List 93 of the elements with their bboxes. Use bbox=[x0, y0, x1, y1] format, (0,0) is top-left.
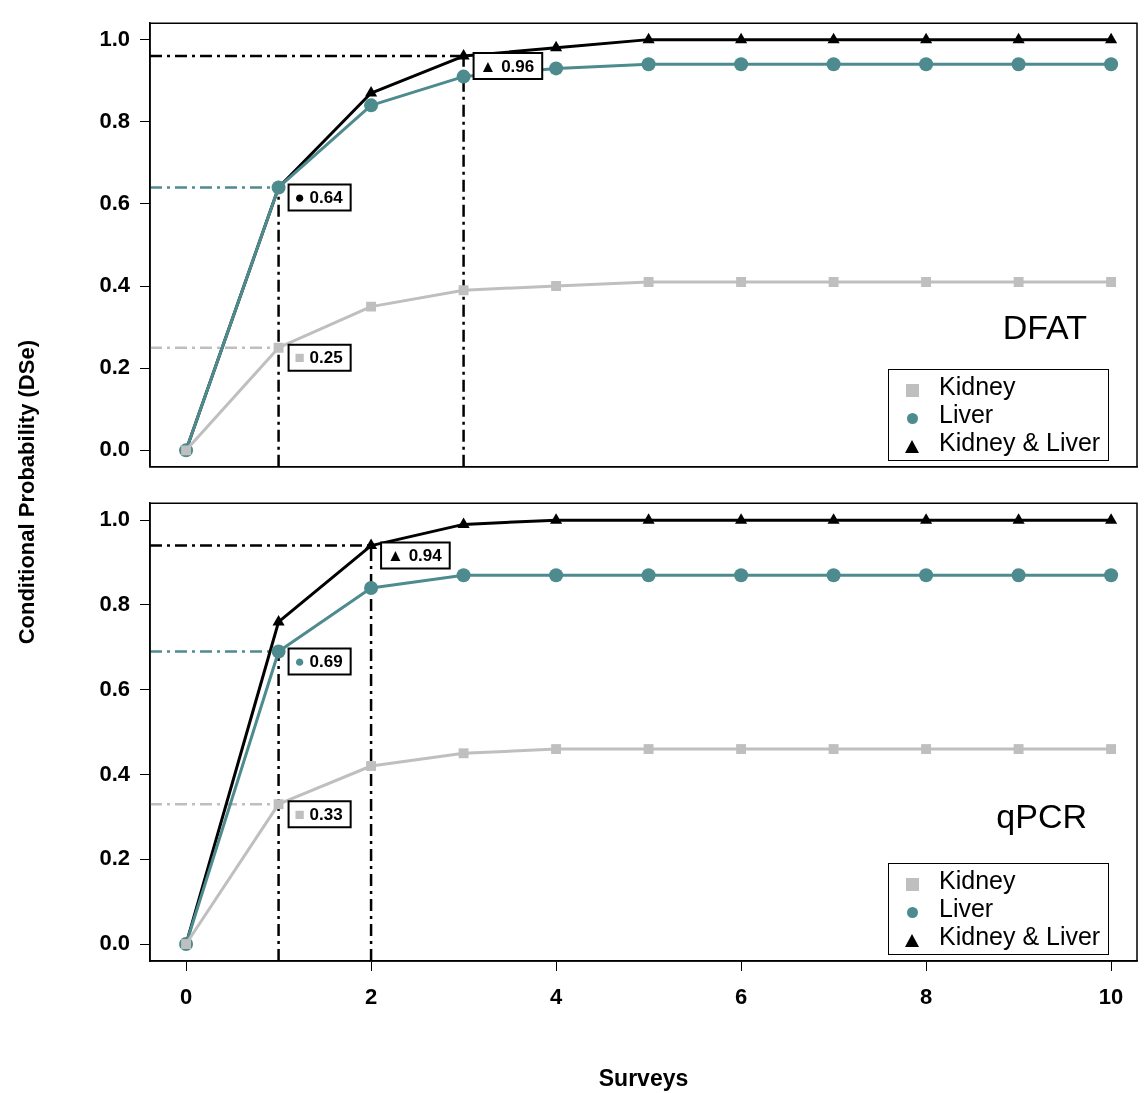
point bbox=[458, 748, 469, 759]
point bbox=[1105, 32, 1118, 44]
point bbox=[272, 614, 285, 626]
y-axis-title: Conditional Probability (DSe) bbox=[14, 340, 40, 645]
point bbox=[920, 513, 933, 524]
x-tick-label: 8 bbox=[919, 984, 933, 1010]
point bbox=[734, 568, 749, 583]
x-tick-label: 2 bbox=[364, 984, 378, 1010]
point bbox=[735, 32, 748, 44]
point bbox=[365, 86, 378, 97]
point bbox=[921, 277, 932, 287]
point bbox=[1104, 568, 1119, 583]
legend-label: Kidney & Liver bbox=[939, 427, 1101, 456]
point bbox=[828, 744, 839, 755]
point bbox=[364, 98, 379, 113]
point bbox=[1013, 277, 1024, 287]
point bbox=[1013, 744, 1024, 755]
point bbox=[827, 32, 840, 44]
annotation: qPCR bbox=[996, 797, 1087, 836]
y-tick-label: 0.6 bbox=[99, 189, 130, 215]
point bbox=[919, 57, 934, 72]
y-tick-label: 1.0 bbox=[99, 506, 130, 532]
point bbox=[366, 761, 377, 771]
point bbox=[827, 513, 840, 524]
point bbox=[735, 513, 748, 524]
point bbox=[826, 568, 841, 583]
legend-label: Liver bbox=[939, 399, 994, 428]
point bbox=[1011, 568, 1026, 583]
point bbox=[734, 57, 749, 72]
point bbox=[366, 301, 377, 312]
point bbox=[641, 568, 656, 583]
point bbox=[1011, 57, 1026, 72]
point bbox=[1105, 513, 1118, 524]
point bbox=[549, 61, 564, 76]
point bbox=[826, 57, 841, 72]
point bbox=[273, 799, 284, 810]
annotation: DFAT bbox=[1002, 307, 1087, 346]
y-tick-label: 0.4 bbox=[99, 760, 131, 786]
point bbox=[920, 32, 933, 44]
annotation: ■ 0.25 bbox=[294, 348, 343, 368]
point bbox=[550, 40, 563, 52]
point bbox=[273, 342, 284, 353]
point bbox=[271, 180, 286, 195]
x-tick-label: 10 bbox=[1098, 984, 1124, 1010]
y-tick-label: 0.8 bbox=[99, 591, 130, 616]
point bbox=[457, 517, 470, 528]
point bbox=[642, 32, 655, 44]
point bbox=[641, 57, 656, 72]
point bbox=[364, 580, 379, 595]
point bbox=[736, 744, 747, 755]
point bbox=[551, 281, 562, 292]
point bbox=[458, 285, 469, 296]
annotation: ● 0.69 bbox=[294, 652, 343, 672]
point bbox=[550, 513, 563, 524]
point bbox=[828, 277, 839, 287]
legend-label: Liver bbox=[939, 894, 994, 922]
y-tick-label: 0.2 bbox=[99, 845, 130, 871]
x-tick-label: 6 bbox=[734, 984, 748, 1010]
x-axis-title: Surveys bbox=[598, 1064, 689, 1091]
y-tick-label: 0.8 bbox=[99, 107, 130, 133]
point bbox=[1104, 57, 1119, 72]
y-tick-label: 0.0 bbox=[99, 436, 130, 462]
point bbox=[457, 49, 470, 60]
point bbox=[642, 513, 655, 524]
point bbox=[1106, 277, 1117, 287]
annotation: ● 0.64 bbox=[294, 188, 344, 208]
point bbox=[271, 644, 286, 659]
point bbox=[365, 538, 378, 550]
annotation: ▲ 0.94 bbox=[387, 546, 443, 566]
point bbox=[456, 69, 471, 84]
point bbox=[643, 277, 654, 287]
y-tick-label: 0.6 bbox=[99, 675, 130, 701]
y-tick-label: 1.0 bbox=[99, 25, 130, 51]
point bbox=[1012, 513, 1025, 524]
legend-label: Kidney & Liver bbox=[939, 922, 1101, 950]
point bbox=[643, 744, 654, 755]
point bbox=[1106, 744, 1117, 755]
annotation: ▲ 0.96 bbox=[479, 56, 535, 76]
x-tick-label: 0 bbox=[179, 984, 193, 1010]
y-tick-label: 0.4 bbox=[99, 272, 131, 298]
annotation: ■ 0.33 bbox=[294, 804, 343, 824]
x-tick-label: 4 bbox=[549, 984, 563, 1010]
legend-label: Kidney bbox=[939, 866, 1016, 894]
point bbox=[921, 744, 932, 755]
point bbox=[551, 744, 562, 755]
y-tick-label: 0.2 bbox=[99, 354, 130, 380]
legend-label: Kidney bbox=[939, 371, 1016, 400]
point bbox=[549, 568, 564, 583]
point bbox=[456, 568, 471, 583]
y-tick-label: 0.0 bbox=[99, 930, 130, 956]
point bbox=[919, 568, 934, 583]
point bbox=[736, 277, 747, 287]
point bbox=[1012, 32, 1025, 44]
